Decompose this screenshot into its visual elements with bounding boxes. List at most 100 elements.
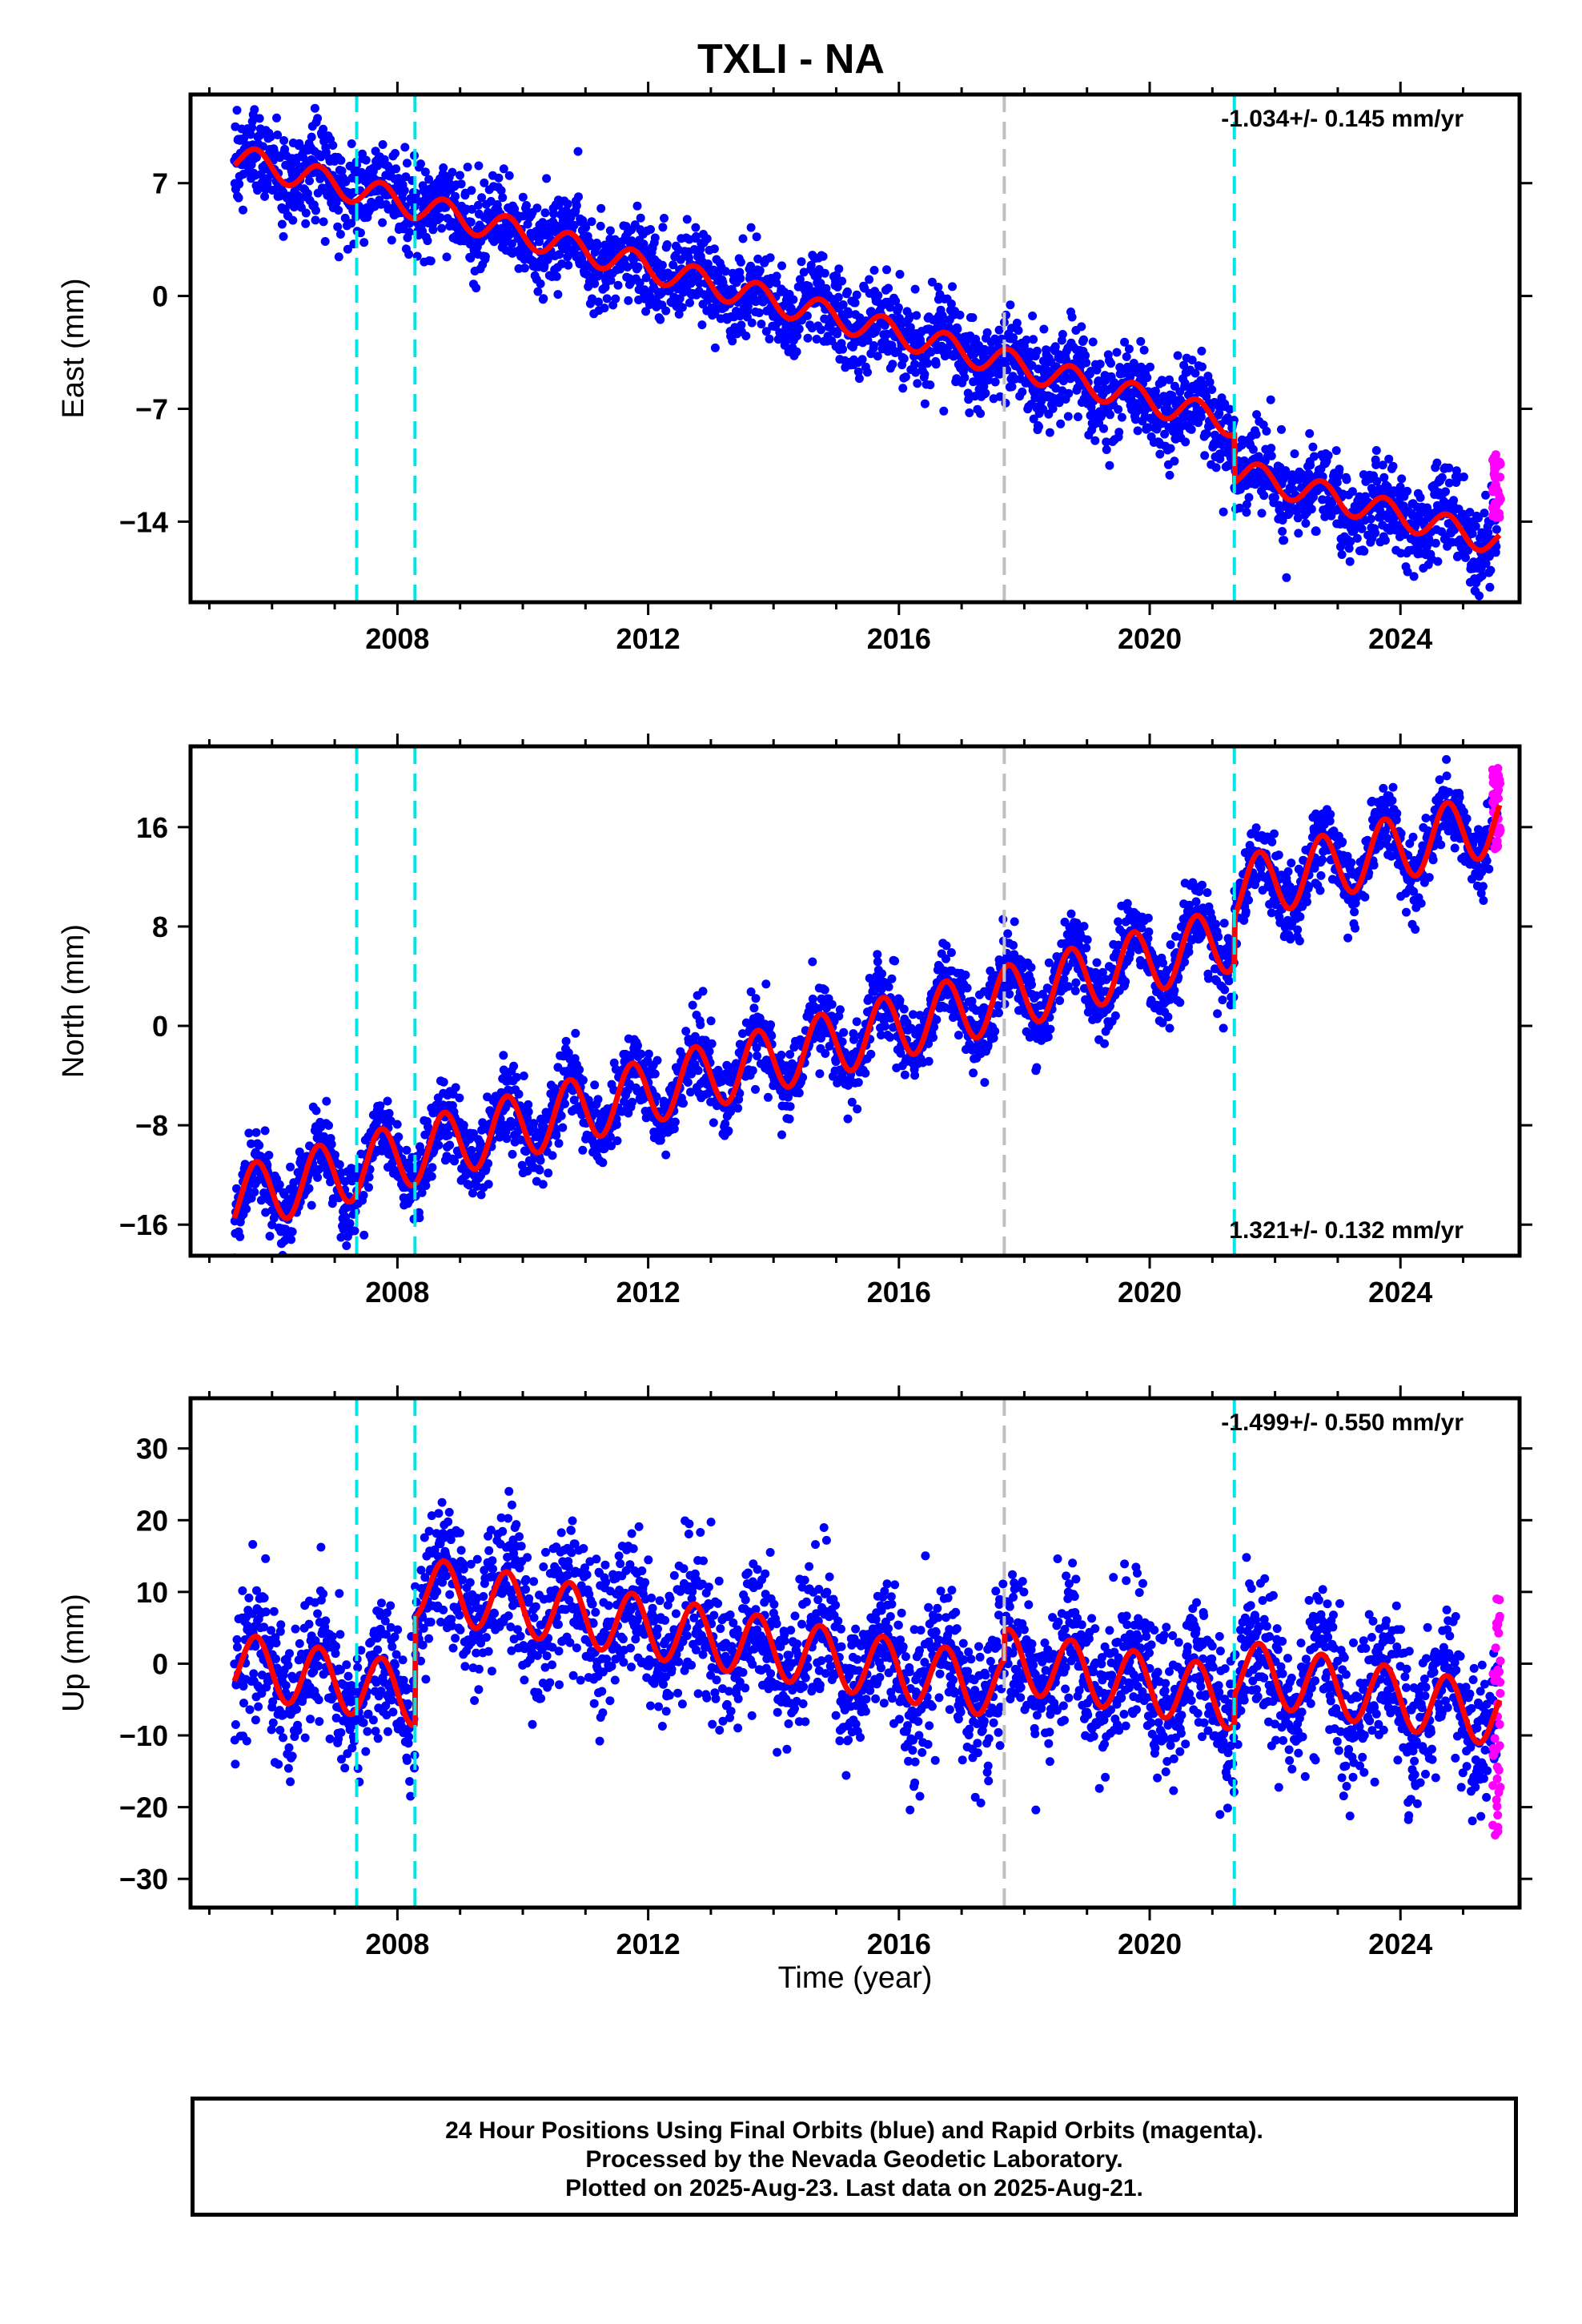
data-point [585, 238, 595, 247]
data-point [670, 1117, 680, 1127]
data-point [887, 974, 897, 983]
data-point [827, 999, 837, 1009]
data-point [342, 1241, 351, 1250]
data-point [1197, 346, 1207, 356]
data-point [1202, 429, 1211, 439]
data-point [456, 179, 466, 189]
data-point [793, 332, 802, 340]
data-point [1224, 460, 1234, 470]
data-point [1046, 1024, 1055, 1034]
data-point [1014, 326, 1023, 336]
data-point [1058, 330, 1067, 339]
data-point [946, 948, 956, 957]
data-point [506, 229, 516, 239]
data-point [1079, 335, 1088, 344]
data-point [364, 1183, 373, 1192]
data-point [334, 206, 343, 215]
data-point [1431, 538, 1440, 548]
data-point [1045, 428, 1054, 437]
data-point [852, 1017, 861, 1027]
data-point [777, 1130, 786, 1140]
y-tick-label: −14 [119, 505, 168, 538]
data-point [442, 252, 452, 262]
data-point [581, 223, 591, 232]
data-point [982, 328, 992, 337]
data-point [563, 252, 572, 262]
x-tick-label: 2008 [365, 622, 429, 655]
data-point [1444, 463, 1454, 472]
data-point [340, 213, 350, 223]
data-point [633, 262, 643, 271]
data-point [331, 1150, 339, 1160]
data-point [1048, 404, 1058, 413]
data-point [1122, 352, 1131, 361]
data-point [279, 231, 288, 241]
data-point [1266, 395, 1275, 404]
data-point [1279, 536, 1289, 545]
data-point [970, 392, 980, 401]
data-point [1102, 445, 1111, 454]
data-point [1380, 536, 1390, 545]
data-point [954, 1031, 963, 1040]
data-point [540, 208, 550, 218]
data-point [869, 341, 878, 350]
data-point [884, 283, 893, 293]
data-point [695, 279, 705, 288]
data-point [976, 408, 986, 418]
rapid-data-point [1492, 501, 1501, 511]
data-point [968, 313, 978, 323]
data-point [320, 237, 330, 246]
data-point [644, 1049, 653, 1059]
data-point [953, 324, 962, 334]
data-point [1306, 460, 1315, 470]
data-point [682, 215, 692, 224]
data-point [766, 1020, 776, 1030]
data-point [1012, 318, 1022, 328]
data-point [564, 260, 573, 270]
data-point [1486, 565, 1496, 575]
data-point [1248, 444, 1258, 454]
data-point [1311, 527, 1321, 536]
data-point [1191, 368, 1200, 378]
data-point [833, 292, 843, 302]
data-point [378, 140, 387, 149]
data-point [232, 106, 242, 115]
data-point [1136, 336, 1146, 346]
data-point [400, 186, 409, 195]
data-point [575, 1065, 584, 1075]
data-point [437, 223, 447, 233]
y-tick-label: 7 [152, 167, 168, 200]
data-point [934, 283, 943, 292]
data-point [1235, 503, 1244, 513]
data-point [1257, 509, 1267, 518]
data-point [499, 1051, 508, 1060]
data-point [707, 1039, 717, 1048]
data-point [1307, 505, 1316, 514]
data-point [554, 1139, 564, 1148]
data-point [1480, 509, 1489, 518]
data-point [754, 308, 764, 318]
data-point [536, 279, 545, 288]
data-point [337, 166, 347, 175]
rapid-orbit-points [1488, 450, 1505, 522]
data-point [401, 172, 411, 182]
data-point [697, 320, 707, 330]
data-point [359, 238, 369, 247]
data-point [428, 225, 438, 235]
data-point [1251, 429, 1261, 439]
data-point [264, 1151, 274, 1160]
data-point [1018, 387, 1027, 396]
data-point [255, 48, 263, 57]
data-point [888, 360, 897, 369]
data-point [1073, 383, 1082, 392]
data-point [948, 282, 957, 292]
data-point [278, 1265, 287, 1273]
data-point [613, 280, 623, 290]
data-point [1029, 335, 1038, 344]
data-point [573, 147, 583, 156]
data-point [1475, 591, 1484, 601]
data-point [322, 1096, 331, 1106]
data-point [1081, 351, 1090, 360]
data-point [1403, 486, 1412, 496]
data-point [1158, 377, 1167, 387]
